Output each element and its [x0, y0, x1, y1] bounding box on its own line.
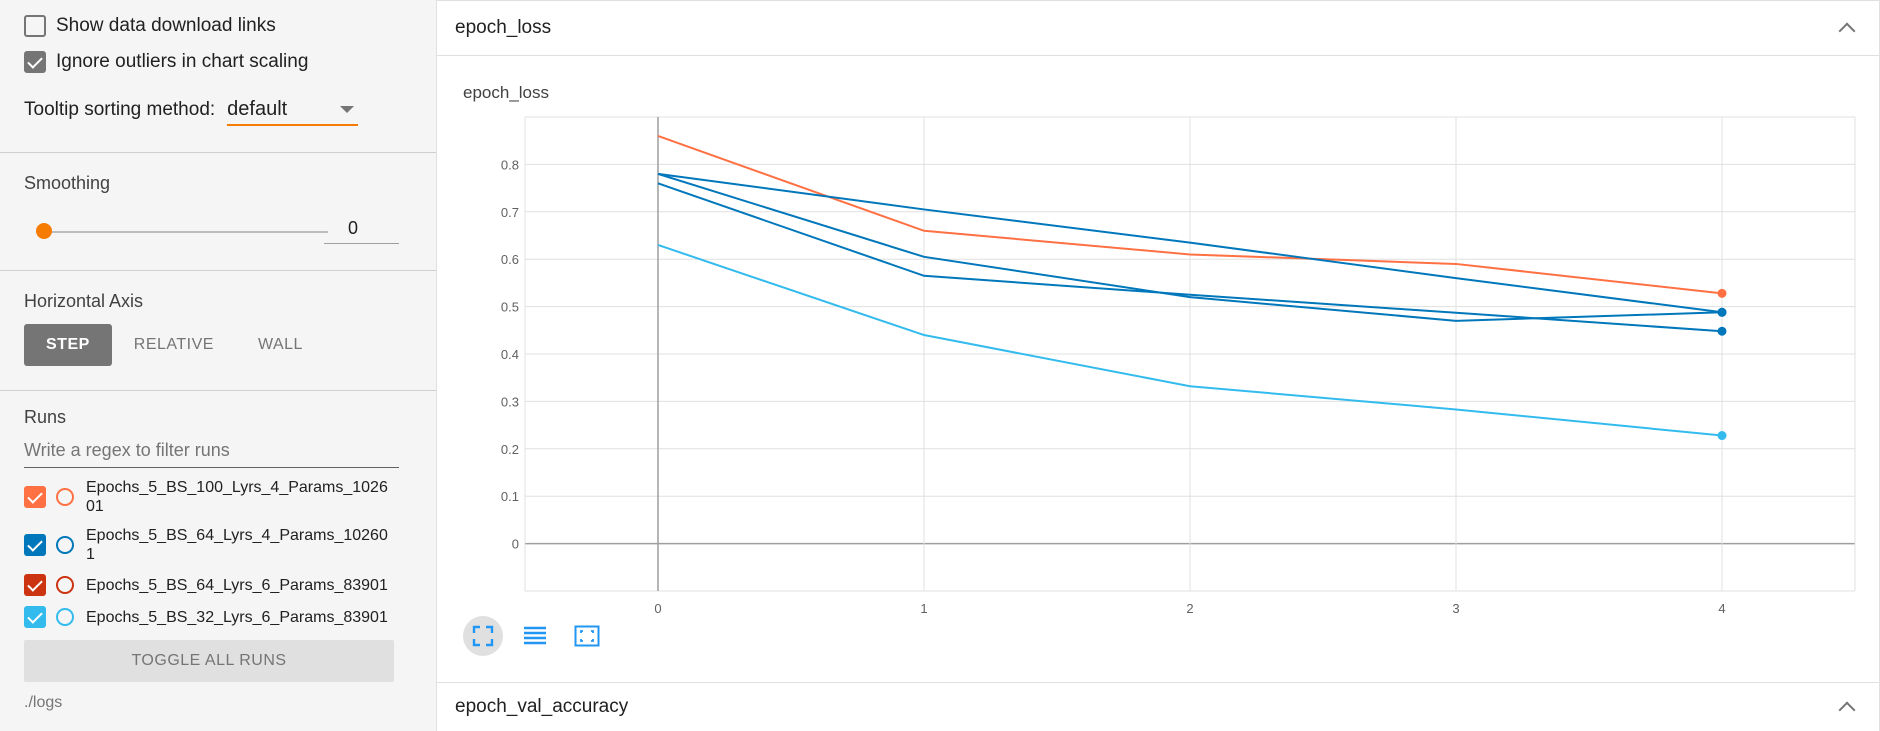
epoch-loss-card: epoch_loss epoch_loss 0 0.1 0.2 0.3 0.4 0.5 0.…: [436, 0, 1880, 683]
y-tick-label: 0.8: [501, 157, 519, 172]
epoch-loss-card-header[interactable]: epoch_loss: [437, 1, 1879, 56]
x-tick-label: 2: [1186, 601, 1193, 616]
run-item[interactable]: Epochs_5_BS_100_Lyrs_4_Params_102601: [24, 478, 413, 516]
run-checkbox[interactable]: [24, 486, 46, 508]
run-color-icon[interactable]: [56, 536, 74, 554]
run-color-icon[interactable]: [56, 576, 74, 594]
sidebar: Show data download links Ignore outliers…: [0, 0, 437, 731]
runs-section: Runs Write a regex to filter runs Epochs…: [0, 391, 437, 712]
x-tick-label: 4: [1718, 601, 1725, 616]
ignore-outliers-row[interactable]: Ignore outliers in chart scaling: [24, 44, 413, 80]
list-icon: [524, 626, 546, 645]
x-tick-label: 3: [1452, 601, 1459, 616]
fit-domain-button[interactable]: [463, 616, 503, 656]
run-label: Epochs_5_BS_64_Lyrs_4_Params_102601: [86, 527, 388, 563]
horizontal-axis-buttons: STEP RELATIVE WALL: [24, 324, 413, 366]
run-item[interactable]: Epochs_5_BS_32_Lyrs_6_Params_83901: [24, 606, 413, 628]
main-panel: epoch_loss epoch_loss 0 0.1 0.2 0.3 0.4 0.5 0.…: [436, 0, 1880, 731]
runs-filter-input[interactable]: Write a regex to filter runs: [24, 440, 399, 468]
show-download-links-row[interactable]: Show data download links: [24, 8, 413, 44]
show-download-links-checkbox[interactable]: [24, 15, 46, 37]
run-label: Epochs_5_BS_32_Lyrs_6_Params_83901: [86, 608, 388, 626]
axis-relative-button[interactable]: RELATIVE: [133, 336, 214, 353]
run-checkbox[interactable]: [24, 534, 46, 556]
logdir-label: ./logs: [24, 694, 63, 711]
y-tick-label: 0.3: [501, 394, 519, 409]
ignore-outliers-checkbox[interactable]: [24, 51, 46, 73]
runs-list: Epochs_5_BS_100_Lyrs_4_Params_102601 Epoc…: [24, 478, 413, 628]
horizontal-axis-title: Horizontal Axis: [24, 291, 144, 311]
x-tick-label: 1: [920, 601, 927, 616]
epoch-val-accuracy-card-header[interactable]: epoch_val_accuracy: [437, 683, 1879, 731]
dropdown-caret-icon: [340, 105, 355, 113]
chevron-up-icon[interactable]: [1838, 22, 1856, 40]
axis-wall-button[interactable]: WALL: [257, 336, 303, 353]
y-tick-label: 0.2: [501, 442, 519, 457]
chart-title: epoch_loss: [463, 83, 550, 102]
y-tick-label: 0: [512, 537, 519, 552]
y-tick-label: 0.7: [501, 205, 519, 220]
slider-thumb[interactable]: [36, 223, 52, 239]
series-end-point: [1717, 431, 1727, 441]
run-label: Epochs_5_BS_100_Lyrs_4_Params_102601: [86, 479, 388, 515]
tooltip-sorting-row: Tooltip sorting method: default: [24, 88, 413, 132]
chart-tools: [463, 616, 607, 656]
run-item[interactable]: Epochs_5_BS_64_Lyrs_4_Params_102601: [24, 526, 413, 564]
smoothing-value-input[interactable]: 0: [324, 216, 399, 244]
card-title: epoch_val_accuracy: [455, 696, 629, 717]
show-download-links-label: Show data download links: [56, 15, 276, 36]
series-line: [657, 135, 1723, 295]
smoothing-title: Smoothing: [24, 173, 111, 193]
ignore-outliers-label: Ignore outliers in chart scaling: [56, 51, 309, 72]
axis-step-button[interactable]: STEP: [24, 324, 112, 366]
y-tick-label: 0.5: [501, 300, 519, 315]
smoothing-section: Smoothing 0: [0, 153, 437, 271]
reset-zoom-button[interactable]: [567, 616, 607, 656]
series-line: [657, 244, 1723, 437]
card-title: epoch_loss: [455, 17, 552, 38]
horizontal-axis-section: Horizontal Axis STEP RELATIVE WALL: [0, 271, 437, 391]
run-item[interactable]: Epochs_5_BS_64_Lyrs_6_Params_83901: [24, 574, 413, 596]
slider-track: [44, 231, 328, 233]
zoom-fit-icon: [574, 625, 600, 647]
run-color-icon[interactable]: [56, 608, 74, 626]
smoothing-slider[interactable]: 0: [24, 206, 413, 246]
tooltip-sorting-select[interactable]: default: [227, 94, 359, 126]
epoch-loss-chart[interactable]: 0 0.1 0.2 0.3 0.4 0.5 0.6 0.7 0.8 0 1 2 3 4: [437, 101, 1879, 621]
y-tick-label: 0.4: [501, 347, 519, 362]
fullscreen-icon: [472, 625, 494, 647]
toggle-all-runs-button[interactable]: TOGGLE ALL RUNS: [24, 640, 394, 682]
tooltip-sorting-value: default: [227, 97, 288, 120]
series-line: [657, 172, 1723, 314]
series-end-point: [1717, 307, 1727, 317]
y-tick-label: 0.1: [501, 489, 519, 504]
series-end-point: [1717, 326, 1727, 336]
run-checkbox[interactable]: [24, 606, 46, 628]
y-tick-label: 0.6: [501, 252, 519, 267]
tooltip-sorting-label: Tooltip sorting method:: [24, 99, 216, 120]
series-end-point: [1717, 288, 1727, 298]
run-checkbox[interactable]: [24, 574, 46, 596]
chevron-up-icon[interactable]: [1838, 701, 1856, 719]
run-label: Epochs_5_BS_64_Lyrs_6_Params_83901: [86, 576, 388, 594]
run-color-icon[interactable]: [56, 488, 74, 506]
series-line: [657, 182, 1723, 333]
epoch-val-accuracy-card: epoch_val_accuracy: [436, 683, 1880, 731]
display-options-section: Show data download links Ignore outliers…: [0, 0, 437, 153]
runs-title: Runs: [24, 407, 67, 427]
x-tick-label: 0: [654, 601, 661, 616]
toggle-log-scale-button[interactable]: [515, 616, 555, 656]
